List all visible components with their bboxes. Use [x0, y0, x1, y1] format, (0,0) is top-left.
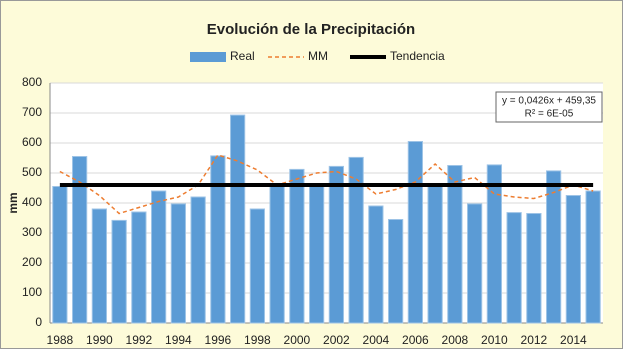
bar [151, 190, 167, 324]
bar [131, 211, 147, 324]
x-tick-label: 2010 [481, 333, 508, 347]
x-tick-label: 2014 [560, 333, 587, 347]
bar [486, 164, 502, 324]
x-tick-label: 1998 [244, 333, 271, 347]
chart-title: Evolución de la Precipitación [207, 21, 415, 38]
x-tick-label: 2000 [284, 333, 311, 347]
bar [210, 155, 226, 324]
x-tick-label: 2006 [402, 333, 429, 347]
y-tick-label: 0 [35, 315, 42, 329]
bar [190, 196, 206, 324]
x-tick-label: 2004 [363, 333, 390, 347]
bar [328, 165, 344, 324]
legend-swatch [190, 52, 226, 62]
y-tick-label: 200 [22, 255, 42, 269]
y-tick-label: 100 [22, 285, 42, 299]
x-tick-label: 2008 [442, 333, 469, 347]
bar [269, 185, 285, 324]
legend-label: MM [308, 49, 328, 63]
y-tick-label: 400 [22, 195, 42, 209]
x-tick-label: 1992 [126, 333, 153, 347]
bar [427, 185, 443, 324]
y-tick-label: 600 [22, 135, 42, 149]
bar [388, 219, 404, 324]
line [59, 154, 594, 215]
y-axis-label: mm [6, 192, 20, 213]
x-tick-label: 1996 [205, 333, 232, 347]
bar [230, 114, 246, 324]
x-tick-label: 1994 [165, 333, 192, 347]
bar [91, 208, 107, 324]
annotation: R² = 6E-05 [525, 109, 574, 120]
bar [170, 203, 186, 324]
annotation: y = 0,0426x + 459,35 [502, 96, 596, 107]
bar [289, 168, 305, 324]
x-tick-label: 1988 [47, 333, 74, 347]
bar [72, 156, 88, 324]
bar [52, 186, 68, 324]
annotation-box [495, 91, 603, 123]
x-tick-label: 2002 [323, 333, 350, 347]
y-tick-label: 700 [22, 105, 42, 119]
y-tick-label: 500 [22, 165, 42, 179]
x-tick-label: 1990 [86, 333, 113, 347]
bar [447, 165, 463, 324]
bar [565, 195, 581, 324]
bar [249, 208, 265, 324]
bar [309, 183, 325, 324]
bar [506, 212, 522, 324]
bar [526, 213, 542, 324]
legend-label: Real [230, 49, 255, 63]
bar [546, 170, 562, 324]
bar [585, 190, 601, 324]
bar [348, 156, 364, 324]
x-tick-label: 2012 [521, 333, 548, 347]
legend-label: Tendencia [390, 49, 445, 63]
bar [111, 219, 127, 324]
y-tick-label: 800 [22, 75, 42, 89]
bar [368, 205, 384, 324]
bar [467, 203, 483, 324]
bar [407, 141, 423, 324]
y-tick-label: 300 [22, 225, 42, 239]
